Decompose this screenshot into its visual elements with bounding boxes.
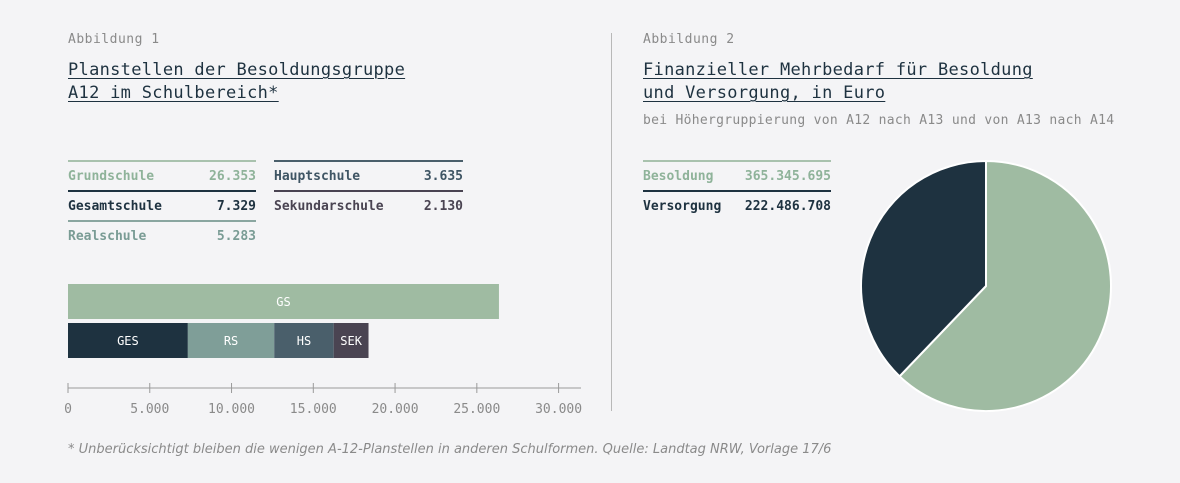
legend-value: 222.486.708 [744, 198, 831, 214]
legend-label: Sekundarschule [274, 198, 384, 214]
x-tick-label: 5.000 [130, 402, 169, 417]
legend-value: 7.329 [216, 198, 256, 214]
legend-value: 365.345.695 [744, 168, 831, 184]
fig2-title: Finanzieller Mehrbedarf für Besoldung un… [643, 59, 1033, 105]
x-tick-label: 30.000 [535, 402, 582, 417]
fig1-title-line1: Planstellen der Besoldungsgruppe [68, 60, 406, 80]
legend-item-sekundarschule: Sekundarschule 2.130 [274, 190, 463, 220]
bar-segment-rs [187, 323, 275, 358]
bar-segment-gs [68, 284, 499, 319]
fig2-subtitle: bei Höhergruppierung von A12 nach A13 un… [643, 113, 1115, 128]
pie-slice-besoldung [898, 159, 1112, 412]
pie-slice-versorgung [860, 159, 987, 378]
legend-value: 2.130 [423, 198, 463, 214]
legend-item-grundschule: Grundschule 26.353 [68, 160, 256, 190]
fig1-legend-right: Hauptschule 3.635 Sekundarschule 2.130 [274, 160, 463, 220]
fig2-title-line2: und Versorgung, in Euro [643, 83, 886, 103]
legend-label: Grundschule [68, 168, 155, 184]
bar-segment-hs [274, 323, 334, 358]
figure-divider [611, 33, 612, 411]
legend-item-hauptschule: Hauptschule 3.635 [274, 160, 463, 190]
footnote: * Unberücksichtigt bleiben die wenigen A… [68, 442, 832, 457]
x-tick-label: 0 [64, 402, 72, 417]
bar-segment-sek [333, 323, 369, 358]
legend-label: Besoldung [643, 168, 714, 184]
bar-label-sek: SEK [340, 334, 362, 348]
fig1-label: Abbildung 1 [68, 32, 160, 47]
legend-item-besoldung: Besoldung 365.345.695 [643, 160, 831, 190]
legend-item-realschule: Realschule 5.283 [68, 220, 256, 250]
pie-chart [860, 159, 1112, 412]
x-tick-label: 25.000 [453, 402, 500, 417]
bar-label-ges: GES [117, 334, 139, 348]
legend-item-versorgung: Versorgung 222.486.708 [643, 190, 831, 220]
fig1-legend-left: Grundschule 26.353 Gesamtschule 7.329 Re… [68, 160, 256, 250]
x-tick-label: 10.000 [208, 402, 255, 417]
bar-label-gs: GS [276, 295, 290, 309]
legend-label: Versorgung [643, 198, 722, 214]
fig2-title-line1: Finanzieller Mehrbedarf für Besoldung [643, 60, 1033, 80]
stacked-bar-chart: GS GES RS HS SEK 0 5.000 10.000 15.000 20.000 25.0… [64, 284, 582, 417]
fig2-legend: Besoldung 365.345.695 Versorgung 222.486… [643, 160, 831, 220]
bar-segment-ges [68, 323, 188, 358]
bar-label-rs: RS [224, 334, 238, 348]
legend-item-gesamtschule: Gesamtschule 7.329 [68, 190, 256, 220]
fig1-title: Planstellen der Besoldungsgruppe A12 im … [68, 59, 405, 105]
x-tick-label: 20.000 [372, 402, 419, 417]
legend-value: 5.283 [216, 228, 256, 244]
legend-label: Hauptschule [274, 168, 361, 184]
fig1-title-line2: A12 im Schulbereich* [68, 83, 279, 103]
x-tick-label: 15.000 [290, 402, 337, 417]
fig2-label: Abbildung 2 [643, 32, 735, 47]
legend-value: 26.353 [209, 168, 256, 184]
legend-label: Realschule [68, 228, 147, 244]
bar-label-hs: HS [297, 334, 311, 348]
legend-label: Gesamtschule [68, 198, 162, 214]
legend-value: 3.635 [423, 168, 463, 184]
